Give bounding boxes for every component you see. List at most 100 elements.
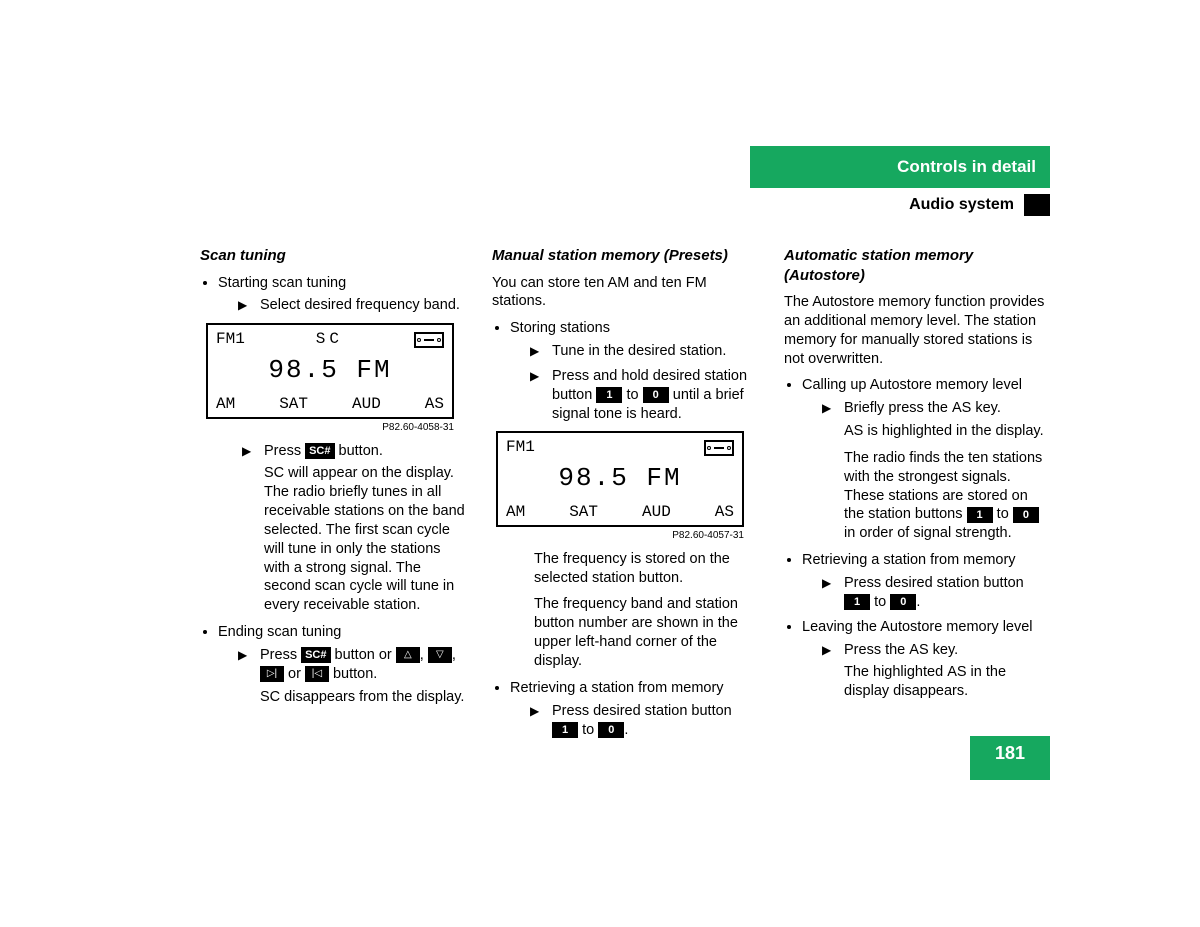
as-highlight-body: AS is highlighted in the display. <box>844 422 1050 441</box>
bullet-leave-autostore: Leaving the Autostore memory level Press… <box>802 618 1050 701</box>
txt: , <box>420 647 428 663</box>
lcd-frequency: 98.5 FM <box>506 458 734 502</box>
bullet-starting-scan: Starting scan tuning Select desired freq… <box>218 274 466 316</box>
lcd-menu-as: AS <box>715 502 734 523</box>
txt: . <box>624 722 628 738</box>
txt: in order of signal strength. <box>844 525 1012 541</box>
as-label: AS <box>844 423 863 439</box>
radio-display-2: FM1 98.5 FM AM SAT AUD AS <box>496 431 744 526</box>
header-marker <box>1024 194 1050 216</box>
zero-chip: 0 <box>643 387 669 403</box>
lcd-band: FM1 <box>506 437 535 458</box>
zero-chip: 0 <box>598 722 624 738</box>
bullet-text: Storing stations <box>510 320 610 336</box>
step-press-preset-auto: Press desired station button 1 to 0. <box>822 574 1050 612</box>
sc-label: SC <box>260 689 280 705</box>
header-title: Controls in detail <box>750 146 1050 188</box>
cassette-icon <box>704 440 734 456</box>
txt: to <box>622 387 642 403</box>
lcd-menu-sat: SAT <box>569 502 598 523</box>
bullet-text: Calling up Autostore memory level <box>802 377 1022 393</box>
column-manual-memory: Manual station memory (Presets) You can … <box>492 246 758 745</box>
down-icon: ▽ <box>428 647 452 663</box>
up-icon: △ <box>396 647 420 663</box>
freq-stored-body: The frequency is stored on the selected … <box>534 550 758 588</box>
page-header: Controls in detail Audio system <box>750 146 1050 222</box>
header-subtitle-row: Audio system <box>750 188 1050 222</box>
step-press-sc: Press SC# button. SC will appear on the … <box>242 442 466 616</box>
lcd-menu-am: AM <box>216 394 235 415</box>
txt: . <box>916 594 920 610</box>
one-chip: 1 <box>844 594 870 610</box>
txt: Press <box>260 647 301 663</box>
sc-appears-body: SC will appear on the display. The radio… <box>264 464 466 615</box>
bullet-text: Starting scan tuning <box>218 275 346 291</box>
lcd-menu-aud: AUD <box>642 502 671 523</box>
bullet-text: Retrieving a station from memory <box>510 680 724 696</box>
radio-display-1: FM1 SC 98.5 FM AM SAT AUD AS <box>206 323 454 418</box>
step-select-band: Select desired frequency band. <box>238 296 466 315</box>
band-shown-body: The frequency band and station button nu… <box>534 595 758 670</box>
as-disappears-body: The highlighted AS in the display disapp… <box>844 663 1050 701</box>
step-text: Tune in the desired station. <box>552 343 726 359</box>
as-key: AS <box>952 400 971 416</box>
cassette-icon <box>414 332 444 348</box>
lcd-frequency: 98.5 FM <box>216 350 444 394</box>
lcd-menu-aud: AUD <box>352 394 381 415</box>
manual-memory-title: Manual station memory (Presets) <box>492 246 758 266</box>
bullet-retrieve-manual: Retrieving a station from memory Press d… <box>510 679 758 740</box>
back-icon: |◁ <box>305 666 329 682</box>
lcd-sc: SC <box>316 329 343 350</box>
step-press-preset: Press desired station button 1 to 0. <box>530 702 758 740</box>
autostore-title: Automatic station memory (Autostore) <box>784 246 1050 285</box>
column-autostore: Automatic station memory (Autostore) The… <box>784 246 1050 745</box>
txt: to <box>578 722 598 738</box>
lcd-menu-am: AM <box>506 502 525 523</box>
body-text: disappears from the display. <box>280 689 464 705</box>
txt: button or <box>331 647 396 663</box>
step-end-sc: Press SC# button or △, ▽, ▷| or |◁ butto… <box>238 646 466 707</box>
txt: button. <box>329 666 377 682</box>
as-label: AS <box>947 664 966 680</box>
body-text: will appear on the display. The radio br… <box>264 465 465 613</box>
bullet-storing: Storing stations Tune in the desired sta… <box>510 319 758 423</box>
txt: or <box>284 666 305 682</box>
bullet-retrieve-auto: Retrieving a station from memory Press d… <box>802 551 1050 612</box>
bullet-text: Retrieving a station from memory <box>802 552 1016 568</box>
one-chip: 1 <box>596 387 622 403</box>
manual-intro: You can store ten AM and ten FM stations… <box>492 274 758 312</box>
txt: Press desired station button <box>844 575 1024 591</box>
txt: to <box>870 594 890 610</box>
one-chip: 1 <box>967 507 993 523</box>
bullet-call-autostore: Calling up Autostore memory level Briefl… <box>802 376 1050 543</box>
autostore-intro: The Autostore memory function provides a… <box>784 293 1050 368</box>
radio-finds-body: The radio finds the ten stations with th… <box>844 449 1050 543</box>
scan-tuning-title: Scan tuning <box>200 246 466 266</box>
sc-button-chip: SC# <box>301 647 330 663</box>
content-columns: Scan tuning Starting scan tuning Select … <box>200 246 1050 745</box>
txt: to <box>993 506 1013 522</box>
txt: Press <box>264 443 305 459</box>
lcd2-caption: P82.60-4057-31 <box>496 529 744 542</box>
bullet-ending-scan: Ending scan tuning Press SC# button or △… <box>218 623 466 706</box>
bullet-text: Leaving the Autostore memory level <box>802 619 1033 635</box>
zero-chip: 0 <box>1013 507 1039 523</box>
txt: key. <box>971 400 1001 416</box>
zero-chip: 0 <box>890 594 916 610</box>
sc-button-chip: SC# <box>305 443 334 459</box>
step-press-hold: Press and hold desired station button 1 … <box>530 367 758 424</box>
step-tune-station: Tune in the desired station. <box>530 342 758 361</box>
fwd-icon: ▷| <box>260 666 284 682</box>
txt: key. <box>929 642 959 658</box>
txt: Briefly press the <box>844 400 952 416</box>
header-subtitle: Audio system <box>909 195 1014 216</box>
body-text: is highlighted in the display. <box>863 423 1043 439</box>
sc-disappears-body: SC disappears from the display. <box>260 688 466 707</box>
page-number: 181 <box>970 736 1050 780</box>
column-scan-tuning: Scan tuning Starting scan tuning Select … <box>200 246 466 745</box>
txt: Press desired station button <box>552 703 732 719</box>
step-press-as-leave: Press the AS key. The highlighted AS in … <box>822 641 1050 702</box>
as-key: AS <box>909 642 928 658</box>
step-text: Select desired frequency band. <box>260 297 460 313</box>
txt: Press the <box>844 642 909 658</box>
